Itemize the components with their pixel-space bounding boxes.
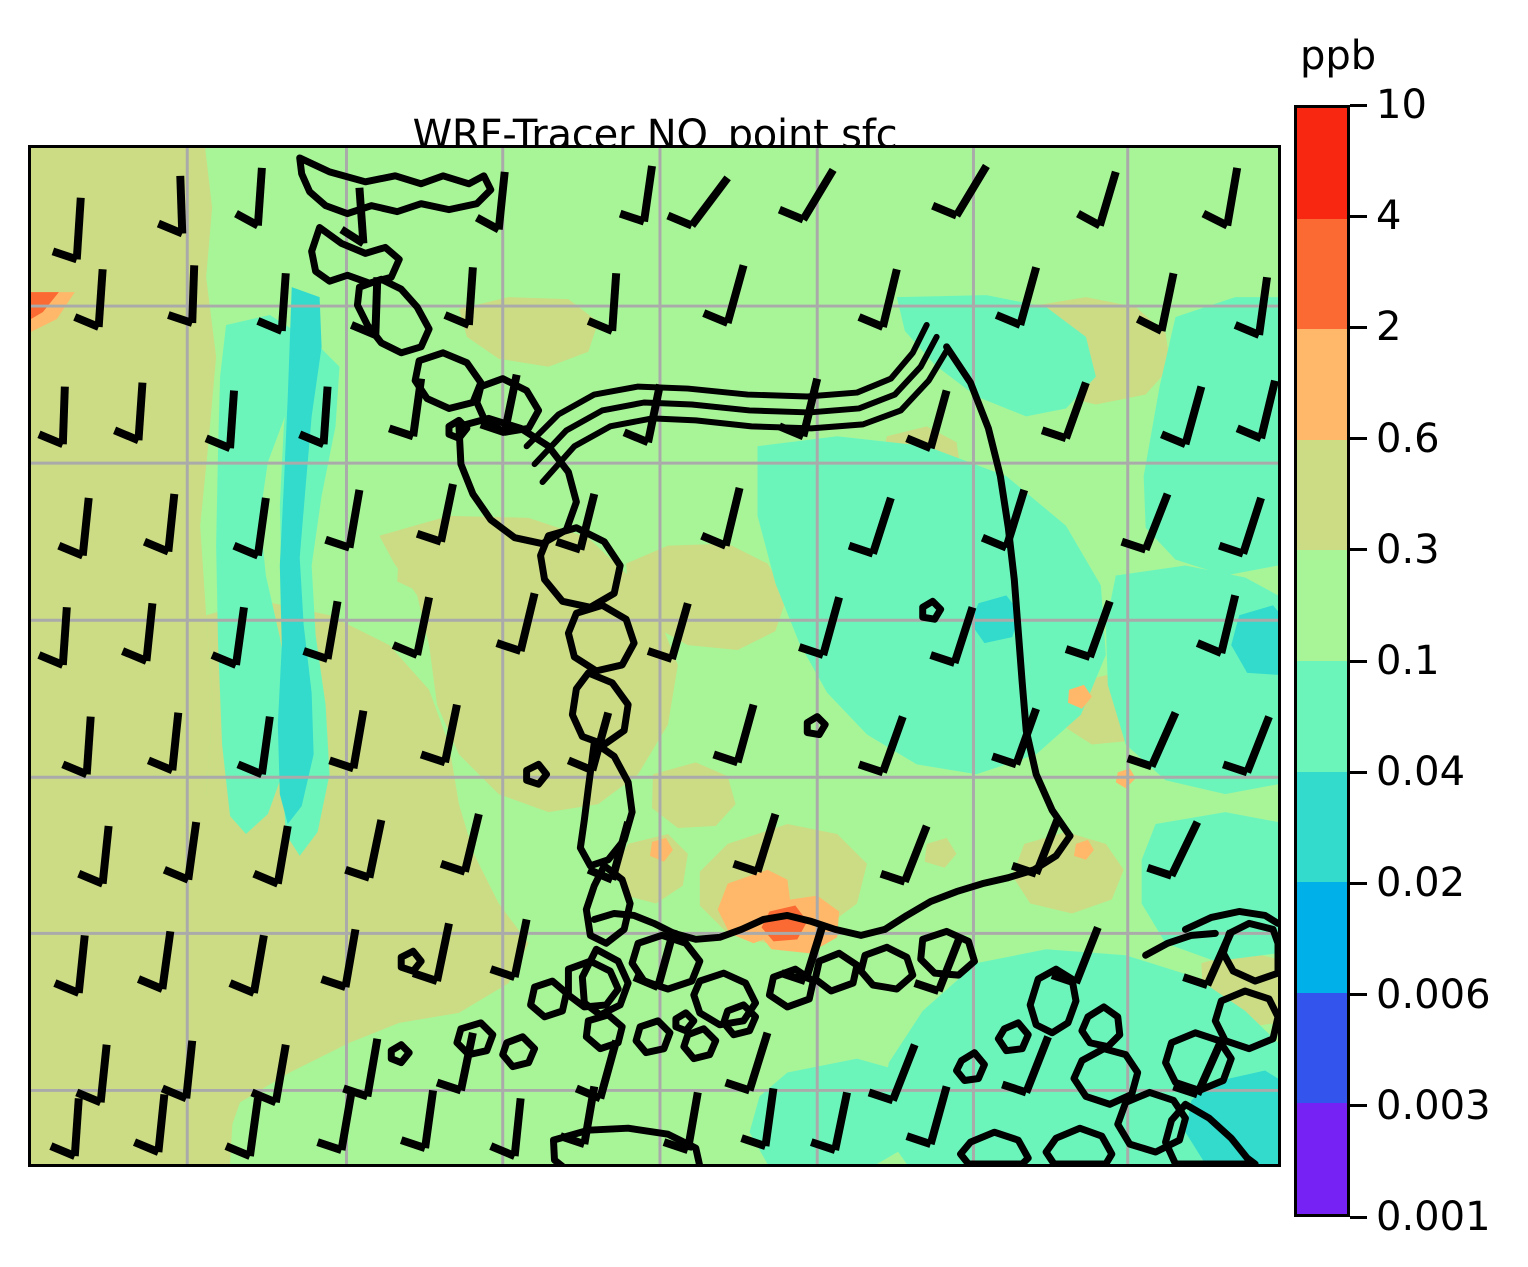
tickmark bbox=[1350, 103, 1367, 107]
colorbar-band-0.02-0.04 bbox=[1297, 771, 1347, 883]
colorbar-tick-group: 10 4 2 0.6 0.3 0.1 0.04 0.02 bbox=[1350, 85, 1525, 1237]
colorbar-band-0.003-0.006 bbox=[1297, 992, 1347, 1104]
tickmark bbox=[1350, 548, 1367, 552]
colorbar-tick-label: 0.04 bbox=[1376, 749, 1466, 796]
colorbar-tick-label: 0.001 bbox=[1376, 1194, 1491, 1240]
map-plot-area bbox=[28, 145, 1281, 1167]
colorbar-band-0.6-2 bbox=[1297, 329, 1347, 440]
colorbar-tick-label: 0.006 bbox=[1376, 971, 1491, 1018]
tickmark bbox=[1350, 214, 1367, 218]
tickmark bbox=[1350, 993, 1367, 997]
tickmark bbox=[1350, 881, 1367, 885]
tickmark bbox=[1350, 325, 1367, 329]
colorbar-band-0.3-0.6 bbox=[1297, 439, 1347, 551]
colorbar-tick-label: 0.1 bbox=[1376, 638, 1440, 684]
tickmark bbox=[1350, 659, 1367, 663]
colorbar[interactable] bbox=[1294, 105, 1350, 1217]
colorbar-band-0.006-0.02 bbox=[1297, 882, 1347, 993]
tickmark bbox=[1350, 770, 1367, 774]
tickmark bbox=[1350, 437, 1367, 441]
wind-barb-layer bbox=[37, 163, 1278, 1160]
coastline-layer bbox=[296, 154, 1278, 1164]
colorbar-band-0.04-0.1 bbox=[1297, 660, 1347, 772]
colorbar-unit-label: ppb bbox=[1300, 33, 1377, 79]
colorbar-tick-label: 0.02 bbox=[1376, 860, 1466, 907]
colorbar-band-2-4 bbox=[1297, 218, 1347, 330]
colorbar-tick-label: 10 bbox=[1376, 82, 1427, 128]
map-canvas bbox=[31, 148, 1278, 1164]
colorbar-band-0.1-0.3 bbox=[1297, 550, 1347, 661]
colorbar-tick-label: 0.6 bbox=[1376, 415, 1440, 462]
colorbar-band-4-10 bbox=[1297, 108, 1347, 219]
colorbar-tick-label: 2 bbox=[1376, 304, 1402, 351]
colorbar-band-0.001-0.003 bbox=[1297, 1103, 1347, 1214]
colorbar-tick-label: 0.3 bbox=[1376, 526, 1440, 573]
tickmark bbox=[1350, 1104, 1367, 1108]
lat-lon-gridlines bbox=[31, 148, 1278, 1164]
tickmark bbox=[1350, 1215, 1367, 1219]
colorbar-tick-label: 4 bbox=[1376, 193, 1402, 240]
colorbar-tick-label: 0.003 bbox=[1376, 1082, 1491, 1129]
